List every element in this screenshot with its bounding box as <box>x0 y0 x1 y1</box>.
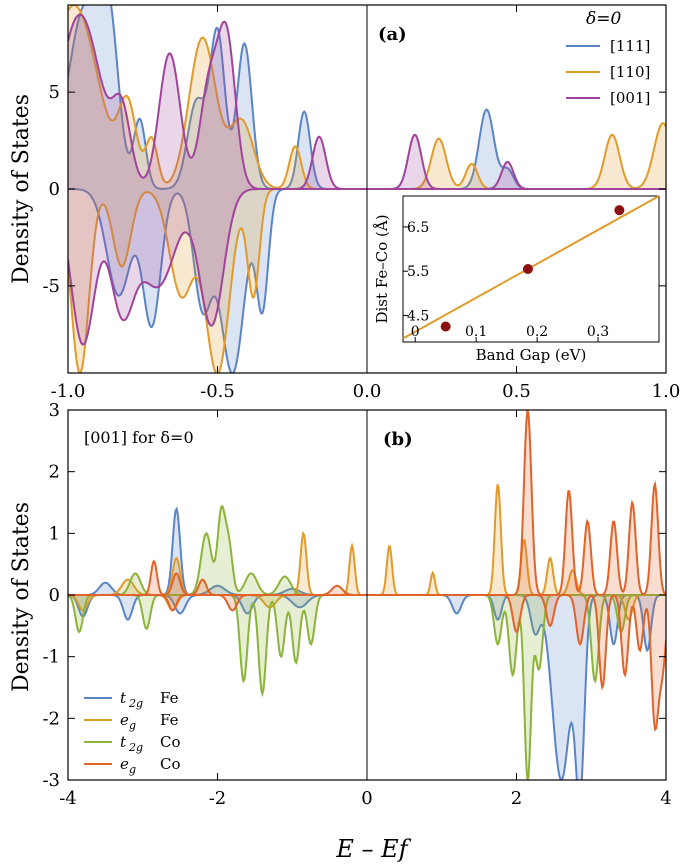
panel-b-annotation: [001] for δ=0 <box>84 428 194 447</box>
legend-label: [110] <box>610 63 650 81</box>
series-fill-1-up <box>68 5 666 189</box>
legend-label-main: e <box>120 711 129 729</box>
xtick-label: 2 <box>511 788 522 809</box>
ytick-label: -2 <box>42 708 60 729</box>
ytick-label: 5 <box>49 82 60 103</box>
inset-plot: 0 0.1 0.2 0.3 4.5 5.5 6.5 Band Gap (eV) Dist F… <box>373 195 660 364</box>
inset-ylabel: Dist Fe–Co (Å) <box>373 214 391 323</box>
panel-a-ylabel: Density of States <box>9 94 34 284</box>
ytick-label: 0 <box>49 585 60 606</box>
panel-a-ticks: -1.0 -0.5 0.0 0.5 1.0 5 0 -5 <box>42 5 680 402</box>
xtick-label: -0.5 <box>200 381 235 402</box>
panel-b-ticks: -4 -2 0 2 4 3 2 1 0 -1 -2 -3 <box>42 400 671 809</box>
inset-ytick-label: 5.5 <box>407 264 429 280</box>
series-fill-0-down <box>68 189 666 373</box>
series-fill-3-down <box>68 595 666 730</box>
inset-xtick-label: 0.3 <box>587 324 609 340</box>
panel-b-ylabel: Density of States <box>9 502 34 692</box>
inset-xtick-label: 0.2 <box>526 324 548 340</box>
ytick-label: -1 <box>42 647 60 668</box>
series-fill-1-down <box>68 189 666 373</box>
legend-label: [111] <box>610 37 650 55</box>
panel-a: -1.0 -0.5 0.0 0.5 1.0 5 0 -5 (a) Density of Sta… <box>9 4 680 402</box>
xtick-label: 1.0 <box>652 381 681 402</box>
legend-label-sub: 2g <box>128 741 143 754</box>
panel-b-xlabel: E – Ef <box>335 835 411 863</box>
legend-label-sub: g <box>129 763 136 776</box>
legend-label-species: Fe <box>160 711 179 729</box>
legend-label-sub: g <box>129 719 136 732</box>
legend-label: [001] <box>610 89 650 107</box>
xtick-label: -1.0 <box>51 381 86 402</box>
legend-label-species: Co <box>160 755 181 773</box>
inset-xtick-label: 0.1 <box>465 324 487 340</box>
series-fill-0-down <box>68 595 666 780</box>
xtick-label: 4 <box>660 788 671 809</box>
panel-b-frame <box>67 409 667 781</box>
ytick-label: 3 <box>49 400 60 421</box>
series-fill-2-up <box>68 506 666 595</box>
ytick-label: -5 <box>42 276 60 297</box>
series-fill-1-up <box>68 484 666 595</box>
ytick-label: -3 <box>42 770 60 791</box>
inset-xtick-label: 0 <box>411 324 420 340</box>
ytick-label: 0 <box>49 179 60 200</box>
panel-a-label: (a) <box>378 24 407 45</box>
panel-a-frame <box>67 4 667 374</box>
inset-point <box>614 205 625 216</box>
panel-b-label: (b) <box>383 429 413 450</box>
inset-point <box>522 264 533 274</box>
legend-label-main: t <box>120 733 127 751</box>
inset-ytick-label: 4.5 <box>407 308 429 324</box>
panel-b-legend: t 2g Fee g Fet 2g Coe g Co <box>84 689 181 776</box>
xtick-label: 0 <box>361 788 372 809</box>
legend-label-species: Co <box>160 733 181 751</box>
panel-a-legend: δ=0 [111] [110] [001] <box>566 9 650 107</box>
inset-xlabel: Band Gap (eV) <box>476 346 587 364</box>
inset-point <box>440 321 451 332</box>
legend-title: δ=0 <box>586 9 621 29</box>
series-fill-2-up <box>68 14 666 190</box>
ytick-label: 2 <box>49 462 60 483</box>
xtick-label: -4 <box>59 788 77 809</box>
panel-b: -4 -2 0 2 4 3 2 1 0 -1 -2 -3 (b) [001] for δ=0 Dens… <box>9 400 672 863</box>
legend-label-main: t <box>120 689 127 707</box>
legend-label-species: Fe <box>160 689 179 707</box>
legend-label-sub: 2g <box>128 697 143 710</box>
xtick-label: -2 <box>209 788 227 809</box>
xtick-label: 0.0 <box>353 381 382 402</box>
series-fill-0-up <box>68 5 666 189</box>
ytick-label: 1 <box>49 523 60 544</box>
xtick-label: 0.5 <box>502 381 531 402</box>
legend-label-main: e <box>120 755 129 773</box>
inset-ytick-label: 6.5 <box>407 220 429 236</box>
panel-a-curves <box>68 5 666 373</box>
